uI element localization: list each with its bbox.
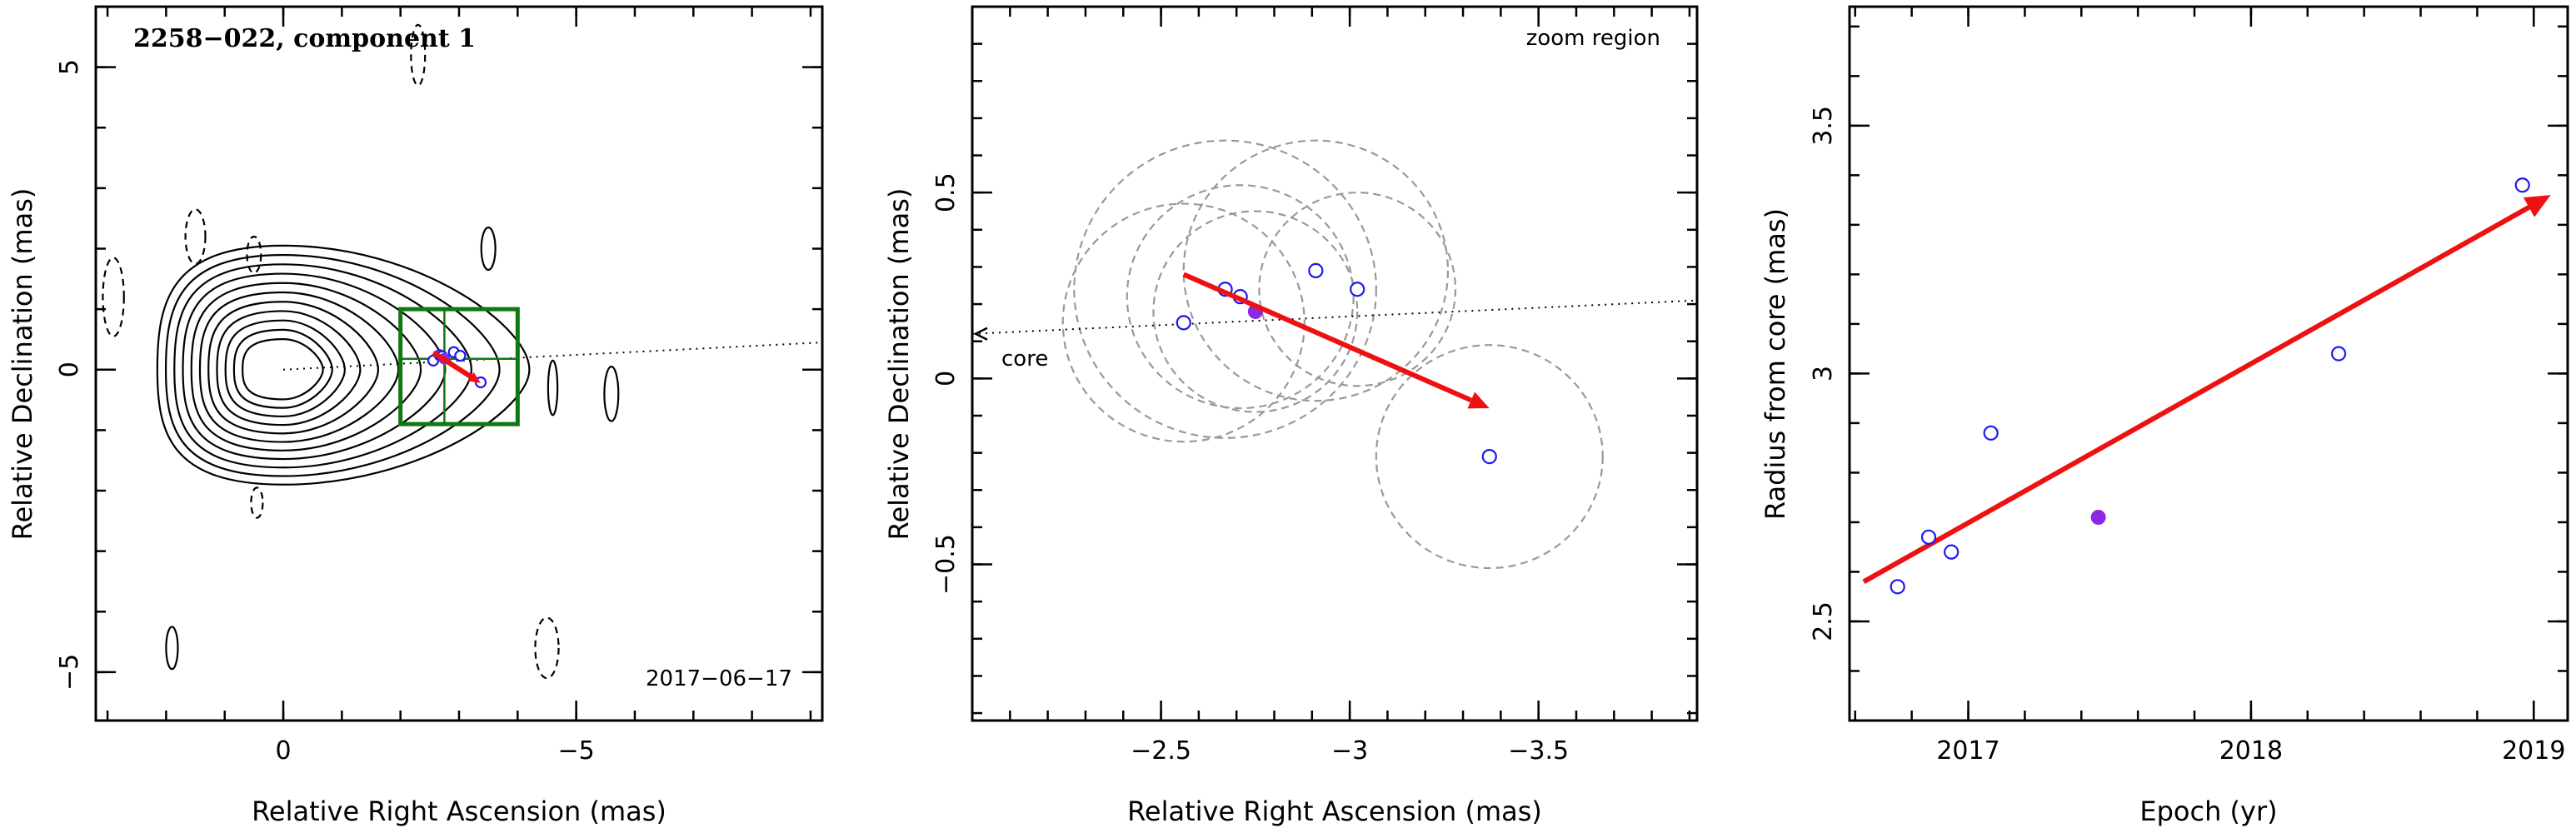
velocity-arrow-head bbox=[467, 372, 482, 383]
negative-contour bbox=[246, 235, 262, 274]
error-circle bbox=[1061, 202, 1305, 443]
error-circle bbox=[1375, 344, 1604, 570]
p1-ytick-label: −5 bbox=[55, 654, 84, 691]
p2-ytick-label: −0.5 bbox=[931, 534, 961, 595]
negative-contour bbox=[534, 616, 560, 680]
contour-level bbox=[182, 272, 447, 461]
contour-level bbox=[242, 338, 324, 401]
component-point bbox=[1308, 262, 1324, 279]
p3-ytick-label: 3.5 bbox=[1809, 106, 1838, 146]
p1-xtick-label: 0 bbox=[275, 736, 291, 766]
panel-2-xlabel: Relative Right Ascension (mas) bbox=[1127, 796, 1542, 827]
p2-xtick-label: −3.5 bbox=[1508, 736, 1569, 766]
error-circle bbox=[1073, 139, 1377, 439]
component-point bbox=[1983, 425, 1999, 441]
panel-contour-map: 0 −5 −5 0 5 2258−022, component 1 2017−06−17… bbox=[7, 5, 824, 827]
panel-1-ylabel: Relative Declination (mas) bbox=[7, 188, 38, 541]
p3-ytick-label: 2.5 bbox=[1809, 601, 1838, 641]
contour-level bbox=[207, 301, 380, 435]
isolated-contour bbox=[547, 359, 559, 416]
p1-ytick-label: 0 bbox=[55, 362, 84, 377]
velocity-arrow-shaft bbox=[432, 350, 472, 379]
error-circle bbox=[1258, 192, 1457, 387]
p1-xtick-label: −5 bbox=[558, 736, 595, 766]
contour-level bbox=[198, 291, 400, 443]
panel-3-ylabel: Radius from core (mas) bbox=[1760, 208, 1791, 520]
panel-2-title: zoom region bbox=[1526, 26, 1660, 51]
panel-1-epoch-label: 2017−06−17 bbox=[646, 666, 792, 691]
component-point bbox=[1350, 282, 1365, 297]
contour-level bbox=[173, 263, 472, 469]
contour-level bbox=[216, 310, 362, 426]
p3-xtick-label: 2019 bbox=[2502, 736, 2565, 766]
component-point bbox=[1890, 579, 1905, 595]
contour-level bbox=[224, 319, 346, 417]
negative-contour bbox=[250, 486, 264, 519]
panel-2-frame bbox=[971, 5, 1699, 722]
contour-level bbox=[164, 254, 501, 477]
panel-3-xlabel: Epoch (yr) bbox=[2139, 796, 2277, 827]
component-point bbox=[1944, 544, 1959, 560]
component-point-filled bbox=[2090, 509, 2106, 525]
p2-xtick-label: −3 bbox=[1331, 736, 1368, 766]
component-point bbox=[2514, 177, 2530, 193]
core-annotation: core bbox=[1001, 347, 1048, 372]
p3-xtick-label: 2018 bbox=[2219, 736, 2283, 766]
zoom-region-box bbox=[398, 307, 520, 426]
panel-3-frame bbox=[1848, 5, 2569, 722]
error-circle bbox=[1126, 184, 1355, 410]
contour-level bbox=[232, 328, 333, 409]
core-pointer-arrowhead bbox=[973, 327, 988, 341]
jet-direction-line bbox=[282, 342, 823, 371]
panel-radius-vs-epoch: 2017 2018 2019 2.5 3 3.5 Epoch (yr) Radius fr… bbox=[1760, 5, 2569, 827]
error-circle bbox=[1182, 139, 1450, 402]
isolated-contour bbox=[165, 626, 179, 671]
p2-ytick-label: 0 bbox=[931, 371, 961, 387]
jet-direction-line bbox=[972, 299, 1697, 335]
panel-zoom-region: −2.5 −3 −3.5 −0.5 0 0.5 zoom region core Rela… bbox=[883, 5, 1699, 827]
negative-contour bbox=[410, 23, 427, 87]
component-point bbox=[454, 349, 467, 362]
component-point bbox=[1176, 315, 1191, 331]
negative-contour bbox=[184, 208, 207, 265]
p3-ytick-label: 3 bbox=[1809, 366, 1838, 382]
zoom-plot-area bbox=[972, 139, 1697, 570]
p2-ytick-label: 0.5 bbox=[931, 172, 961, 212]
p3-xtick-label: 2017 bbox=[1936, 736, 1999, 766]
component-point bbox=[1920, 529, 1937, 545]
contour-level bbox=[156, 244, 531, 486]
isolated-contour bbox=[480, 226, 497, 272]
panel-1-xlabel: Relative Right Ascension (mas) bbox=[252, 796, 666, 827]
panel-2-ylabel: Relative Declination (mas) bbox=[883, 188, 915, 541]
p1-ytick-label: 5 bbox=[55, 59, 84, 75]
error-circle bbox=[1152, 210, 1359, 413]
velocity-arrow-shaft bbox=[1182, 272, 1472, 403]
isolated-contour bbox=[603, 366, 620, 422]
contour-lines bbox=[102, 23, 620, 680]
velocity-arrow-head bbox=[1467, 392, 1490, 409]
p2-xtick-label: −2.5 bbox=[1131, 736, 1191, 766]
panel-1-frame bbox=[94, 5, 824, 722]
component-point bbox=[2331, 346, 2347, 362]
fit-arrow-head bbox=[2523, 195, 2551, 217]
fit-arrow-shaft bbox=[1862, 205, 2530, 584]
negative-contour bbox=[102, 257, 125, 337]
component-point bbox=[1481, 448, 1497, 465]
panel-1-title: 2258−022, component 1 bbox=[133, 24, 476, 53]
